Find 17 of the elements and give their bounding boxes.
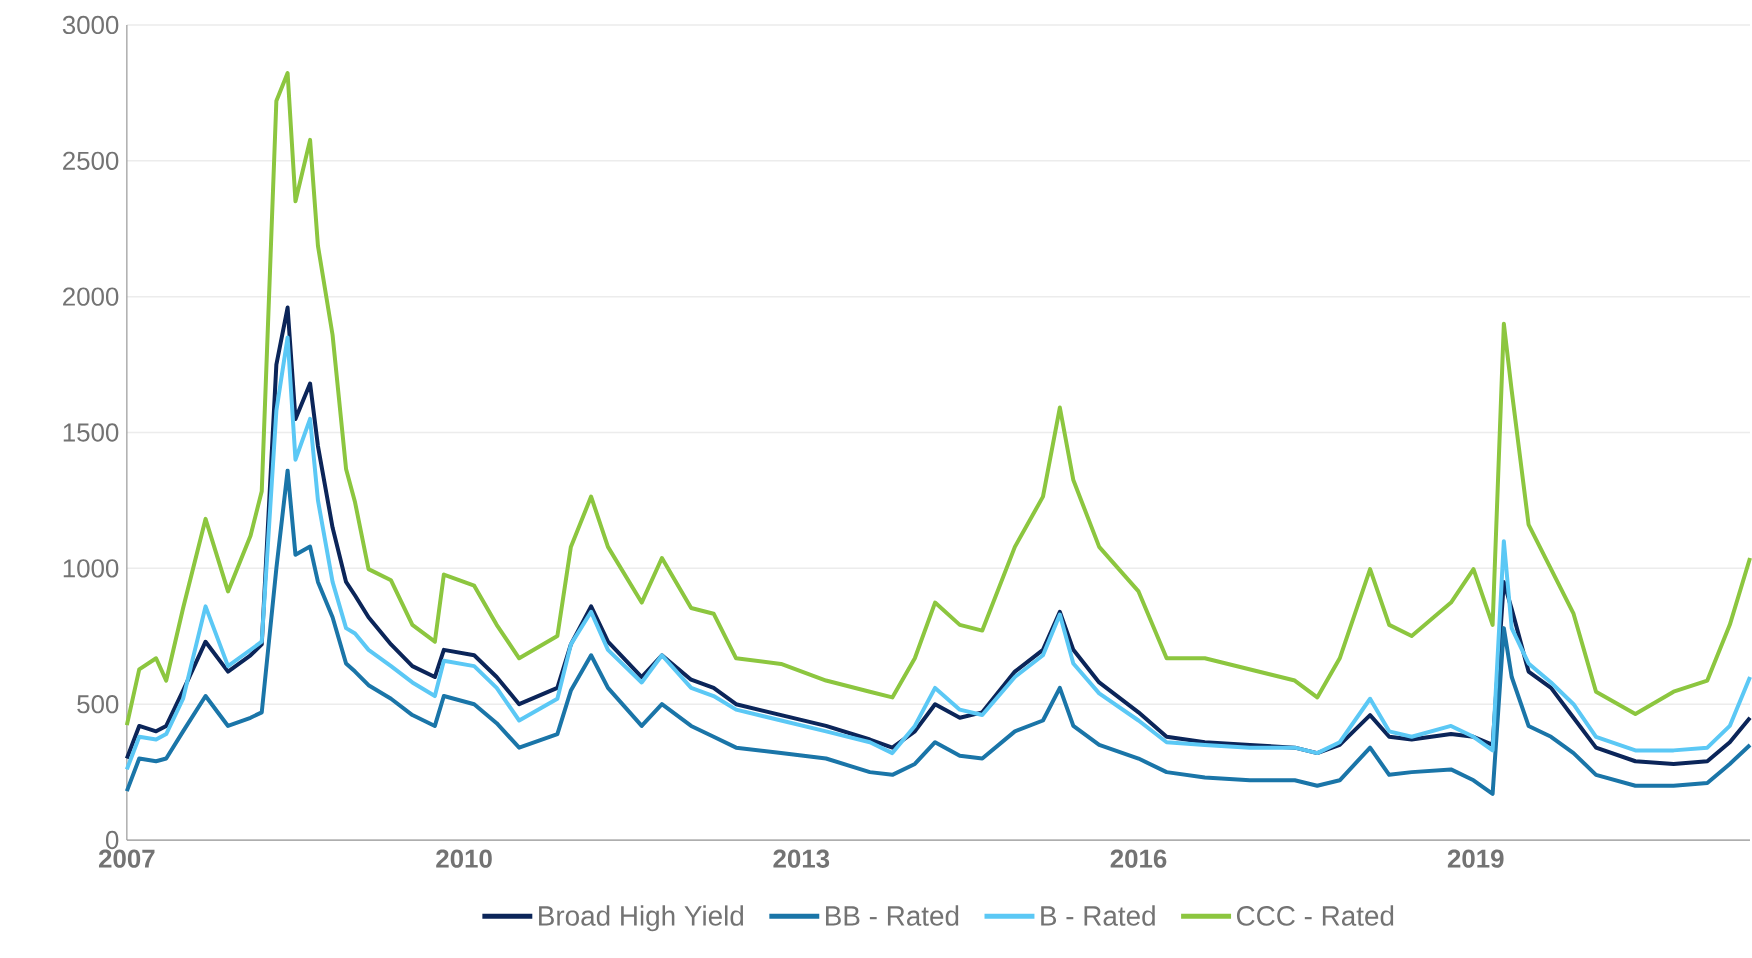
legend-label: CCC - Rated (1236, 905, 1394, 926)
y-tick-label: 0 (105, 830, 119, 850)
x-tick-label: 2007 (98, 849, 155, 868)
legend-label: B - Rated (1041, 905, 1155, 926)
y-tick-label: 500 (77, 695, 119, 714)
x-tick-label: 2010 (436, 849, 492, 868)
y-tick-label: 2000 (63, 287, 119, 306)
legend-label: BB - Rated (826, 905, 959, 926)
y-tick-label: 1000 (63, 559, 119, 578)
x-tick-label: 2016 (1110, 849, 1167, 868)
x-tick-label: 2013 (773, 849, 830, 868)
y-tick-label: 3000 (62, 15, 119, 35)
x-tick-label: 2019 (1447, 849, 1504, 868)
legend-label: Broad High Yield (539, 905, 744, 932)
y-tick-label: 1500 (63, 423, 119, 442)
line-series (124, 468, 1752, 796)
y-tick-label: 2500 (63, 151, 119, 171)
